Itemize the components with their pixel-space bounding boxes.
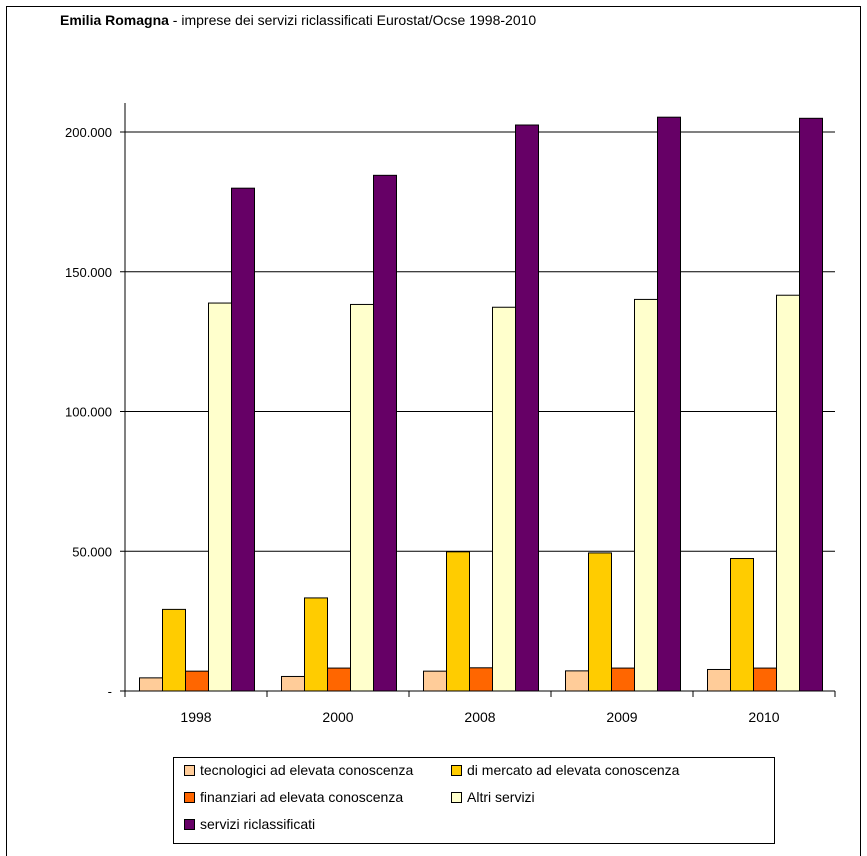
y-tick-label: 150.000 — [65, 265, 112, 280]
x-tick-label: 2009 — [606, 709, 637, 725]
legend-label: di mercato ad elevata conoscenza — [467, 762, 680, 778]
legend-label: servizi riclassificati — [200, 816, 316, 832]
legend-item: tecnologici ad elevata conoscenza — [184, 762, 413, 778]
legend-swatch — [451, 791, 462, 803]
bar — [139, 677, 163, 692]
bar — [446, 551, 470, 692]
bar — [208, 302, 232, 692]
bar — [185, 670, 209, 692]
x-tick-label: 2000 — [322, 709, 353, 725]
legend: tecnologici ad elevata conoscenza di merc… — [173, 757, 775, 844]
y-tick-label: - — [108, 684, 112, 699]
bar-chart: - 50.000 100.000 150.000 200.000 1998 2000 2008… — [65, 103, 836, 725]
legend-label: finanziari ad elevata conoscenza — [200, 789, 404, 805]
legend-swatch — [184, 818, 195, 830]
bar — [776, 294, 800, 692]
bar — [634, 298, 658, 692]
bar — [469, 667, 493, 692]
chart-title: Emilia Romagna - imprese dei servizi ric… — [60, 12, 536, 28]
bar — [799, 117, 823, 692]
bar — [611, 667, 635, 692]
chart-title-region: Emilia Romagna — [60, 12, 169, 28]
bar — [373, 174, 397, 692]
bar — [730, 558, 754, 692]
bar — [231, 187, 255, 692]
x-tick-label: 2010 — [748, 709, 779, 725]
bar — [515, 124, 539, 692]
bar — [304, 597, 328, 692]
bar — [350, 303, 374, 692]
legend-swatch — [184, 764, 195, 776]
bar — [707, 668, 731, 692]
bar — [588, 552, 612, 692]
bar — [565, 670, 589, 692]
chart-title-rest: - imprese dei servizi riclassificati Eur… — [168, 12, 537, 28]
y-tick-label: 100.000 — [65, 405, 112, 420]
x-tick-label: 1998 — [180, 709, 211, 725]
bar — [423, 670, 447, 692]
legend-swatch — [451, 764, 462, 776]
bar — [753, 667, 777, 692]
legend-item: di mercato ad elevata conoscenza — [451, 762, 679, 778]
bar — [281, 675, 305, 692]
legend-item: servizi riclassificati — [184, 816, 315, 832]
y-tick-label: 200.000 — [65, 125, 112, 140]
legend-label: tecnologici ad elevata conoscenza — [200, 762, 414, 778]
chart-frame — [6, 6, 861, 856]
legend-label: Altri servizi — [467, 789, 535, 805]
x-tick-label: 2008 — [464, 709, 495, 725]
bar — [492, 306, 516, 692]
legend-item: Altri servizi — [451, 789, 535, 805]
bar — [327, 667, 351, 692]
bar — [657, 116, 681, 692]
legend-swatch — [184, 791, 195, 803]
bar — [162, 608, 186, 692]
legend-item: finanziari ad elevata conoscenza — [184, 789, 403, 805]
y-tick-label: 50.000 — [72, 544, 112, 559]
